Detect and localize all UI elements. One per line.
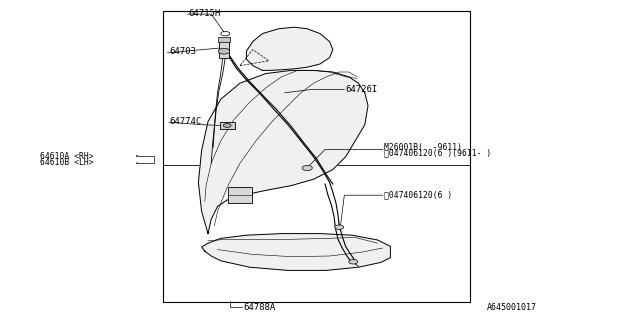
Bar	[228, 187, 252, 203]
Text: A645001017: A645001017	[486, 303, 536, 312]
Polygon shape	[246, 27, 333, 70]
Text: 64610B <LH>: 64610B <LH>	[40, 158, 93, 167]
Polygon shape	[202, 234, 390, 270]
Circle shape	[349, 260, 358, 264]
Polygon shape	[198, 70, 368, 234]
Text: Ⓜ047406120(6 ): Ⓜ047406120(6 )	[384, 191, 452, 200]
Text: 64703: 64703	[169, 47, 196, 56]
Text: 64610A <RH>: 64610A <RH>	[40, 152, 93, 161]
Text: 64788A: 64788A	[243, 303, 275, 312]
Text: 64774C: 64774C	[169, 117, 201, 126]
Circle shape	[335, 225, 344, 229]
Circle shape	[302, 165, 312, 171]
Circle shape	[218, 48, 230, 54]
Circle shape	[223, 124, 231, 127]
Bar	[218, 37, 230, 42]
Text: Ⓜ047406120(6 )(9611- ): Ⓜ047406120(6 )(9611- )	[384, 148, 492, 157]
Bar	[220, 122, 235, 129]
Bar	[163, 11, 470, 302]
Bar	[219, 40, 229, 58]
Text: 64726I: 64726I	[346, 85, 378, 94]
Text: 64715H: 64715H	[189, 9, 221, 18]
Text: M26001B(  -9611): M26001B( -9611)	[384, 143, 462, 152]
